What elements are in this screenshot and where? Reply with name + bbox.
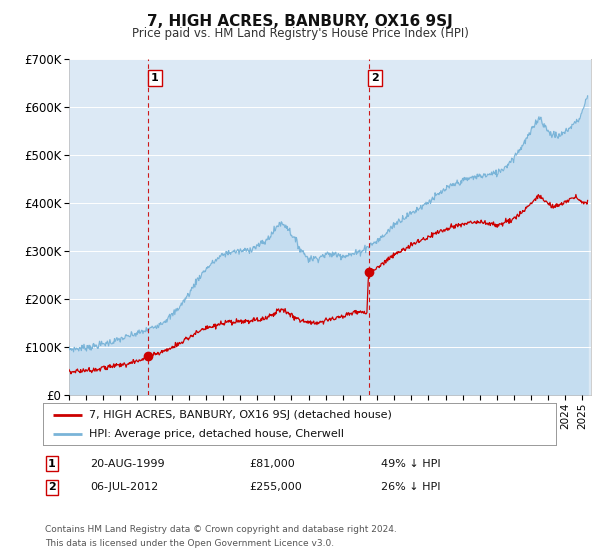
Text: Contains HM Land Registry data © Crown copyright and database right 2024.: Contains HM Land Registry data © Crown c… bbox=[45, 525, 397, 534]
Text: Price paid vs. HM Land Registry's House Price Index (HPI): Price paid vs. HM Land Registry's House … bbox=[131, 27, 469, 40]
Text: 7, HIGH ACRES, BANBURY, OX16 9SJ (detached house): 7, HIGH ACRES, BANBURY, OX16 9SJ (detach… bbox=[89, 410, 392, 420]
Text: 49% ↓ HPI: 49% ↓ HPI bbox=[381, 459, 440, 469]
Text: 1: 1 bbox=[48, 459, 56, 469]
Text: 06-JUL-2012: 06-JUL-2012 bbox=[90, 482, 158, 492]
Text: £255,000: £255,000 bbox=[249, 482, 302, 492]
Text: £81,000: £81,000 bbox=[249, 459, 295, 469]
Text: 1: 1 bbox=[151, 73, 159, 83]
Text: HPI: Average price, detached house, Cherwell: HPI: Average price, detached house, Cher… bbox=[89, 430, 344, 439]
Text: This data is licensed under the Open Government Licence v3.0.: This data is licensed under the Open Gov… bbox=[45, 539, 334, 548]
Text: 2: 2 bbox=[48, 482, 56, 492]
Text: 26% ↓ HPI: 26% ↓ HPI bbox=[381, 482, 440, 492]
Text: 2: 2 bbox=[371, 73, 379, 83]
Text: 7, HIGH ACRES, BANBURY, OX16 9SJ: 7, HIGH ACRES, BANBURY, OX16 9SJ bbox=[147, 14, 453, 29]
Text: 20-AUG-1999: 20-AUG-1999 bbox=[90, 459, 164, 469]
